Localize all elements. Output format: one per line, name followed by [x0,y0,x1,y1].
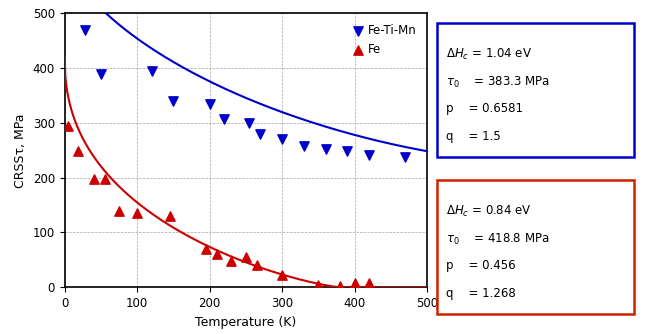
Fe-Ti-Mn [364,152,374,157]
Text: $\Delta H_c$ = 1.04 eV: $\Delta H_c$ = 1.04 eV [446,47,532,62]
X-axis label: Temperature (K): Temperature (K) [195,316,296,329]
Fe-Ti-Mn [245,120,255,126]
Text: q    = 1.268: q = 1.268 [446,287,516,300]
Fe [212,252,222,257]
Fe [241,255,251,260]
Fe-Ti-Mn [277,137,287,142]
Fe [72,149,83,154]
Fe [89,176,99,181]
Fe [277,273,287,278]
Fe [164,213,175,219]
Fe [252,263,262,268]
Fe [226,258,237,264]
Fe-Ti-Mn [204,101,215,107]
Text: q    = 1.5: q = 1.5 [446,130,501,143]
Text: $\Delta H_c$ = 0.84 eV: $\Delta H_c$ = 0.84 eV [446,204,532,219]
Y-axis label: CRSSτ, MPa: CRSSτ, MPa [14,113,27,188]
Text: p    = 0.456: p = 0.456 [446,260,516,273]
Fe-Ti-Mn [400,154,410,160]
Fe-Ti-Mn [255,131,265,137]
Fe [100,177,110,182]
Legend: Fe-Ti-Mn, Fe: Fe-Ti-Mn, Fe [349,19,421,60]
Text: $\tau_0$    = 383.3 MPa: $\tau_0$ = 383.3 MPa [446,74,551,90]
Text: $\tau_0$    = 418.8 MPa: $\tau_0$ = 418.8 MPa [446,231,550,247]
Fe [364,280,374,286]
Fe-Ti-Mn [96,71,106,76]
Fe [63,123,74,128]
Fe [335,284,345,289]
Fe-Ti-Mn [320,146,331,151]
Fe-Ti-Mn [146,68,157,73]
Fe-Ti-Mn [219,116,229,121]
Fe-Ti-Mn [299,143,309,149]
Fe [349,281,360,286]
Fe [313,282,324,287]
Fe-Ti-Mn [80,27,90,32]
Text: p    = 0.6581: p = 0.6581 [446,103,523,116]
Fe [132,211,142,216]
Fe-Ti-Mn [168,98,179,104]
Fe [114,208,124,213]
Fe [201,246,211,252]
Fe-Ti-Mn [342,149,353,154]
